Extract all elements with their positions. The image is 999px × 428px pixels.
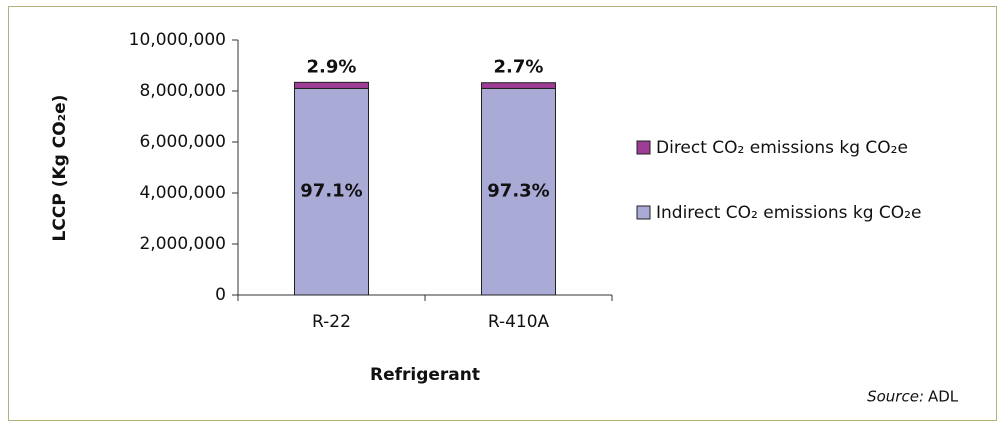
x-tick-label: R-22 bbox=[312, 312, 351, 332]
data-label: 2.9% bbox=[307, 56, 357, 77]
source: ADL bbox=[928, 388, 959, 406]
y-tick-label: 2,000,000 bbox=[139, 234, 226, 254]
bar-segment bbox=[294, 87, 369, 296]
y-tick-label: 10,000,000 bbox=[129, 30, 226, 50]
x-axis-label: Refrigerant bbox=[370, 365, 480, 385]
bar-segment bbox=[294, 81, 369, 89]
legend-swatch bbox=[636, 205, 651, 220]
y-tick-label: 6,000,000 bbox=[139, 132, 226, 152]
legend-label: Indirect CO₂ emissions kg CO₂e bbox=[656, 203, 921, 223]
bar-segment bbox=[481, 87, 556, 296]
data-label: 97.3% bbox=[487, 181, 549, 202]
y-tick-label: 0 bbox=[215, 285, 226, 305]
data-label: 97.1% bbox=[300, 181, 362, 202]
data-label: 2.7% bbox=[494, 57, 544, 78]
y-tick-label: 8,000,000 bbox=[139, 81, 226, 101]
legend-label: Direct CO₂ emissions kg CO₂e bbox=[656, 138, 908, 158]
x-tick-label: R-410A bbox=[488, 312, 550, 332]
source-prefix: Source: bbox=[867, 388, 924, 406]
bar-segment bbox=[481, 82, 556, 89]
legend-swatch bbox=[636, 140, 651, 155]
y-axis-label: LCCP (Kg CO₂e) bbox=[50, 95, 70, 242]
y-tick-label: 4,000,000 bbox=[139, 183, 226, 203]
